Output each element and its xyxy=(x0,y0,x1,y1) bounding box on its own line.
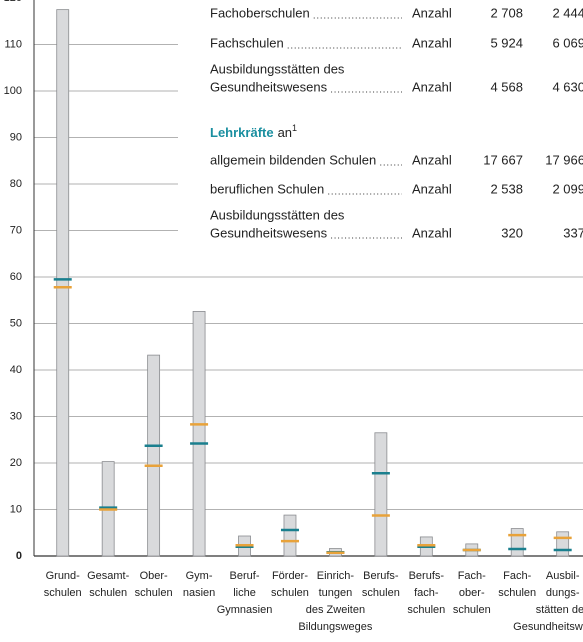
x-tick-label: Ober- xyxy=(140,570,168,582)
row-label: Gesundheitswesens xyxy=(210,79,328,94)
y-tick-label: 110 xyxy=(4,38,22,50)
x-tick-label: Berufs- xyxy=(363,570,399,582)
heading: Lehrkräfte an1 xyxy=(210,123,297,140)
heading-highlight: Lehrkräfte xyxy=(210,125,274,140)
value: 5 924 xyxy=(490,35,523,50)
row-label: Ausbildungsstätten des xyxy=(210,61,345,76)
x-tick-label: Einrich- xyxy=(317,570,355,582)
value: 320 xyxy=(501,225,523,240)
x-tick-label: schulen xyxy=(44,587,82,599)
unit: Anzahl xyxy=(412,35,452,50)
value: 2 538 xyxy=(490,181,523,196)
unit: Anzahl xyxy=(412,79,452,94)
value: 17 966 xyxy=(545,152,583,167)
y-tick-label: 40 xyxy=(10,364,22,376)
x-tick-label: Beruf- xyxy=(230,570,260,582)
y-tick-label: 10 xyxy=(10,503,22,515)
y-tick-label: 80 xyxy=(10,178,22,190)
value: 4 568 xyxy=(490,79,523,94)
bar xyxy=(283,514,297,557)
row-label: Fachschulen xyxy=(210,35,284,50)
y-tick-label: 60 xyxy=(10,271,22,283)
row-label: beruflichen Schulen xyxy=(210,181,324,196)
y-tick-label: 0 xyxy=(16,550,22,562)
x-tick-label: Gym- xyxy=(186,570,213,582)
x-tick-label: Förder- xyxy=(272,570,308,582)
x-tick-label: Gymnasien xyxy=(217,604,273,616)
x-tick-label: schulen xyxy=(407,604,445,616)
bar xyxy=(374,432,388,557)
value: 17 667 xyxy=(483,152,523,167)
x-tick-label: Grund- xyxy=(46,570,81,582)
value: 2 708 xyxy=(490,5,523,20)
row-label: Ausbildungsstätten des xyxy=(210,207,345,222)
x-tick-label: Bildungsweges xyxy=(298,621,372,633)
value: 2 099 xyxy=(552,181,583,196)
unit: Anzahl xyxy=(412,225,452,240)
x-tick-label: Gesundheitswesens xyxy=(513,621,583,633)
bar xyxy=(510,528,524,557)
x-tick-label: schulen xyxy=(498,587,536,599)
x-tick-label: Fach- xyxy=(458,570,486,582)
row-label: Fachoberschulen xyxy=(210,5,310,20)
y-tick-label: 120 xyxy=(4,0,22,4)
bar xyxy=(192,311,206,557)
x-tick-label: stätten des xyxy=(536,604,583,616)
bar xyxy=(556,531,570,557)
y-tick-label: 100 xyxy=(4,85,22,97)
value: 2 444 xyxy=(552,5,583,20)
x-tick-label: schulen xyxy=(271,587,309,599)
y-tick-label: 20 xyxy=(10,457,22,469)
value: 4 630 xyxy=(552,79,583,94)
x-tick-label: des Zweiten xyxy=(306,604,365,616)
value: 6 069 xyxy=(552,35,583,50)
row-label: Gesundheitswesens xyxy=(210,225,328,240)
bar xyxy=(147,354,161,557)
x-tick-label: Fach- xyxy=(503,570,531,582)
x-tick-label: ober- xyxy=(459,587,485,599)
unit: Anzahl xyxy=(412,5,452,20)
x-tick-label: schulen xyxy=(453,604,491,616)
row-label: allgemein bildenden Schulen xyxy=(210,152,376,167)
y-tick-label: 30 xyxy=(10,410,22,422)
y-tick-label: 50 xyxy=(10,317,22,329)
x-tick-label: schulen xyxy=(362,587,400,599)
x-tick-label: liche xyxy=(233,587,256,599)
x-tick-label: tungen xyxy=(319,587,353,599)
x-tick-label: Gesamt- xyxy=(87,570,130,582)
value: 337 xyxy=(563,225,583,240)
footnote: 1 xyxy=(292,123,297,133)
bar xyxy=(56,9,70,557)
heading-text: an xyxy=(278,125,292,140)
x-tick-label: Berufs- xyxy=(409,570,445,582)
x-tick-label: Ausbil- xyxy=(546,570,580,582)
x-tick-label: dungs- xyxy=(546,587,580,599)
y-tick-label: 90 xyxy=(10,131,22,143)
x-tick-label: nasien xyxy=(183,587,215,599)
unit: Anzahl xyxy=(412,152,452,167)
y-tick-label: 70 xyxy=(10,224,22,236)
x-tick-label: fach- xyxy=(414,587,439,599)
unit: Anzahl xyxy=(412,181,452,196)
x-tick-label: schulen xyxy=(89,587,127,599)
table-panel xyxy=(178,0,583,262)
x-tick-label: schulen xyxy=(135,587,173,599)
